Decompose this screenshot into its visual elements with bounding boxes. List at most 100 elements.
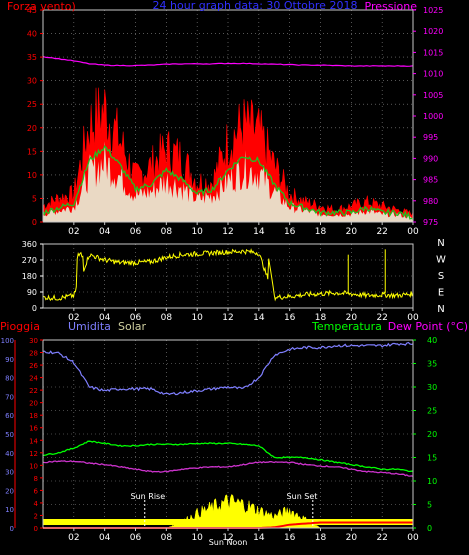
climate-panel-xtick-label: 08: [161, 533, 173, 543]
wind-ytick-label: 5: [32, 194, 37, 203]
wind-panel-xtick-label: 06: [130, 227, 142, 237]
rain-ytick-label: 70: [5, 393, 14, 401]
humidity-ytick-label: 26: [29, 362, 38, 370]
pressure-ytick-label: 1020: [423, 27, 443, 36]
climate-panel-xtick-label: 20: [346, 533, 358, 543]
sun-set-label: Sun Set: [287, 492, 318, 501]
dew-point-series: [42, 460, 414, 477]
direction-ytick-label: 0: [32, 304, 37, 313]
rain-ytick-label: 30: [5, 469, 14, 477]
wind-panel-xtick-label: 16: [284, 227, 296, 237]
pressure-series: [42, 56, 414, 67]
humidity-ytick-label: 22: [29, 387, 38, 395]
temperature-ytick-label: 25: [427, 407, 437, 416]
direction-ytick-label: 270: [22, 256, 37, 265]
wind-panel-xtick-label: 20: [346, 227, 358, 237]
wind-ytick-label: 30: [27, 77, 37, 86]
climate-panel-xtick-label: 00: [407, 533, 419, 543]
sun-noon-label: Sun Noon: [209, 538, 248, 547]
pressure-ytick-label: 1010: [423, 70, 443, 79]
pressure-ytick-label: 985: [423, 176, 438, 185]
rain-legend: Pioggia: [0, 320, 40, 333]
wind-ytick-label: 15: [27, 147, 37, 156]
temperature-ytick-label: 15: [427, 454, 437, 463]
climate-panel-xtick-label: 10: [191, 533, 203, 543]
pressure-ytick-label: 1025: [423, 6, 443, 15]
wind-ytick-label: 25: [27, 100, 37, 109]
rain-ytick-label: 60: [5, 412, 14, 420]
direction-ytick-label: 90: [27, 288, 37, 297]
wind-panel-xtick-label: 12: [222, 227, 233, 237]
wind-panel-xtick-label: 02: [68, 227, 79, 237]
direction-ytick-label: 360: [22, 240, 37, 249]
compass-label: E: [438, 288, 444, 299]
pressure-axis-title: Pressione: [365, 0, 418, 13]
pressure-ytick-label: 1000: [423, 112, 443, 121]
compass-label: S: [438, 271, 444, 282]
humidity-ytick-label: 0: [34, 525, 38, 533]
climate-panel-xtick-label: 06: [130, 533, 142, 543]
pressure-ytick-label: 1015: [423, 48, 443, 57]
rain-ytick-label: 90: [5, 356, 14, 364]
wind-ytick-label: 10: [27, 171, 37, 180]
humidity-ytick-label: 8: [34, 475, 38, 483]
pressure-ytick-label: 995: [423, 133, 438, 142]
rain-ytick-label: 40: [5, 450, 14, 458]
rain-ytick-label: 100: [1, 337, 14, 345]
wind-mean-series: [42, 145, 414, 220]
wind-panel-xtick-label: 14: [253, 227, 265, 237]
wind-ytick-label: 20: [27, 124, 37, 133]
temperature-ytick-label: 5: [427, 501, 432, 510]
direction-panel-xtick-label: 04: [99, 313, 111, 323]
rain-ytick-label: 0: [10, 525, 14, 533]
chart-title: 24 hour graph data: 30 Ottobre 2018: [153, 0, 358, 12]
temperature-ytick-label: 10: [427, 477, 437, 486]
pressure-ytick-label: 975: [423, 218, 438, 227]
humidity-ytick-label: 4: [34, 500, 39, 508]
humidity-ytick-label: 18: [29, 412, 38, 420]
direction-panel-xtick-label: 12: [222, 313, 233, 323]
climate-panel-xtick-label: 04: [99, 533, 111, 543]
wind-axis-title: Forza vento): [7, 0, 76, 13]
compass-label: N: [437, 304, 444, 315]
solar-legend: Solar: [118, 320, 147, 333]
humidity-ytick-label: 30: [29, 337, 38, 345]
wind-ytick-label: 40: [27, 30, 37, 39]
direction-panel-xtick-label: 22: [376, 313, 387, 323]
direction-panel-xtick-label: 10: [191, 313, 203, 323]
pressure-ytick-label: 980: [423, 197, 438, 206]
compass-label: W: [436, 255, 446, 266]
rain-ytick-label: 50: [5, 431, 14, 439]
humidity-ytick-label: 24: [29, 375, 38, 383]
humidity-ytick-label: 20: [29, 400, 38, 408]
direction-panel-xtick-label: 02: [68, 313, 79, 323]
direction-panel-xtick-label: 14: [253, 313, 265, 323]
climate-panel-xtick-label: 16: [284, 533, 296, 543]
climate-panel-xtick-label: 22: [376, 533, 387, 543]
climate-panel-xtick-label: 02: [68, 533, 79, 543]
humidity-ytick-label: 28: [29, 350, 38, 358]
wind-panel-xtick-label: 04: [99, 227, 111, 237]
pressure-ytick-label: 1005: [423, 91, 443, 100]
temperature-ytick-label: 20: [427, 430, 437, 439]
temperature-ytick-label: 35: [427, 360, 437, 369]
humidity-ytick-label: 10: [29, 462, 38, 470]
rain-ytick-label: 20: [5, 487, 14, 495]
climate-panel-xtick-label: 14: [253, 533, 265, 543]
humidity-ytick-label: 16: [29, 425, 38, 433]
dew-point-legend: Dew Point (°C): [388, 320, 468, 333]
direction-panel-xtick-label: 16: [284, 313, 296, 323]
direction-panel-xtick-label: 06: [130, 313, 142, 323]
direction-ytick-label: 180: [22, 272, 37, 281]
compass-label: N: [437, 238, 444, 249]
humidity-ytick-label: 2: [34, 512, 38, 520]
direction-panel-xtick-label: 18: [315, 313, 327, 323]
temperature-legend: Temperatura: [311, 320, 382, 333]
wind-panel-xtick-label: 10: [191, 227, 203, 237]
wind-panel-xtick-label: 00: [407, 227, 419, 237]
climate-panel-xtick-label: 18: [315, 533, 327, 543]
sun-rise-label: Sun Rise: [131, 492, 166, 501]
humidity-ytick-label: 14: [29, 437, 38, 445]
temperature-series: [42, 440, 414, 473]
